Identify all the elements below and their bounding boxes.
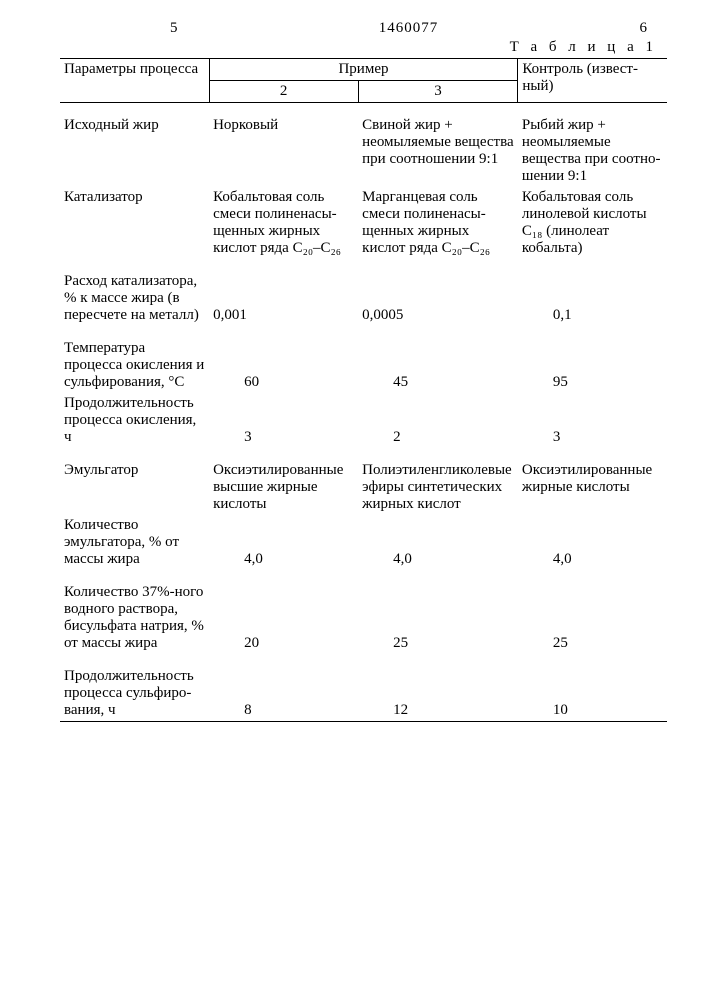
row-value: 2 xyxy=(358,393,518,448)
row-value: 12 xyxy=(358,654,518,722)
row-value: 0,1 xyxy=(518,259,667,326)
row-value: 0,001 xyxy=(209,259,358,326)
row-label: Исходный жир xyxy=(60,103,209,188)
row-value: Кобальтовая соль смеси полиненасы­щенных… xyxy=(209,187,358,259)
page-number-right: 6 xyxy=(640,20,648,37)
row-label: Эмульгатор xyxy=(60,448,209,515)
row-value: 3 xyxy=(209,393,358,448)
row-value: 25 xyxy=(518,570,667,654)
row-value: 10 xyxy=(518,654,667,722)
data-table: Параметры процесса Пример Контроль (изве… xyxy=(60,58,667,722)
header-col-2: 2 xyxy=(209,81,358,103)
table-caption: Т а б л и ц а 1 xyxy=(60,39,667,56)
row-label: Температура процесса оки­сления и су­льф… xyxy=(60,326,209,393)
header-control: Контроль (извест­ный) xyxy=(518,59,667,103)
row-value: Норковый xyxy=(209,103,358,188)
row-value: Свиной жир + неомыляемые вещества при со… xyxy=(358,103,518,188)
row-value: 4,0 xyxy=(358,515,518,570)
row-value: Оксиэтилиро­ванные выс­шие жирные кислот… xyxy=(209,448,358,515)
row-value: 8 xyxy=(209,654,358,722)
row-value: 45 xyxy=(358,326,518,393)
row-value: 25 xyxy=(358,570,518,654)
row-value: Марганцевая соль смеси полиненасы­щенных… xyxy=(358,187,518,259)
row-value: 4,0 xyxy=(518,515,667,570)
row-label: Продолжитель­ность процес­са сульфиро­ва… xyxy=(60,654,209,722)
row-value: Рыбий жир + неомыляемые вещества при соо… xyxy=(518,103,667,188)
header-example: Пример xyxy=(209,59,518,81)
row-value: 95 xyxy=(518,326,667,393)
row-label: Количество эмульгатора, % от массы жира xyxy=(60,515,209,570)
row-value: 20 xyxy=(209,570,358,654)
row-label: Количество 37%-ного водного раст­вора, б… xyxy=(60,570,209,654)
header-param: Параметры процесса xyxy=(60,59,209,103)
row-value: 60 xyxy=(209,326,358,393)
row-label: Катализатор xyxy=(60,187,209,259)
row-value: Кобальтовая соль линоле­вой кислоты C₁₈ … xyxy=(518,187,667,259)
row-label: Расход ката­лизатора, % к массе жира (в … xyxy=(60,259,209,326)
row-label: Продолжитель­ность процес­са окисления, … xyxy=(60,393,209,448)
row-value: 3 xyxy=(518,393,667,448)
page-header: 5 1460077 6 xyxy=(60,20,667,37)
row-value: 4,0 xyxy=(209,515,358,570)
row-value: Оксиэтилиро­ванные жирные кислоты xyxy=(518,448,667,515)
document-number: 1460077 xyxy=(379,20,439,37)
header-col-3: 3 xyxy=(358,81,518,103)
page-number-left: 5 xyxy=(170,20,178,37)
row-value: 0,0005 xyxy=(358,259,518,326)
row-value: Полиэтилен­гликолевые эфиры синте­тическ… xyxy=(358,448,518,515)
